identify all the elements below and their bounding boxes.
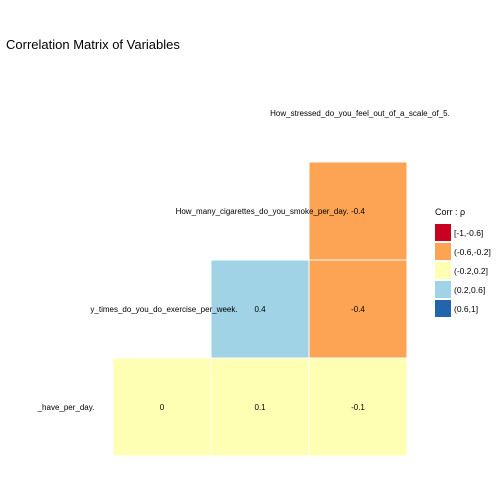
chart-title: Correlation Matrix of Variables xyxy=(6,37,180,52)
legend-item-label: [-1,-0.6] xyxy=(454,228,483,238)
variable-labels: _have_per_day. y_times_do_you_do_exercise… xyxy=(37,109,450,412)
legend-item-label: (-0.6,-0.2] xyxy=(454,247,491,257)
legend-item-label: (0.2,0.6] xyxy=(454,285,485,295)
heatmap-cell xyxy=(308,259,408,359)
legend-item-label: (0.6,1] xyxy=(454,304,478,314)
heatmap-cell xyxy=(308,357,408,457)
legend-swatch xyxy=(435,281,451,298)
variable-label: _have_per_day. xyxy=(37,403,95,412)
heatmap-cell xyxy=(308,161,408,261)
variable-label: y_times_do_you_do_exercise_per_week. xyxy=(90,305,237,314)
legend-title: Corr : ρ xyxy=(435,207,465,217)
legend-swatch xyxy=(435,262,451,279)
cell-value-label: 0 xyxy=(160,403,165,412)
legend: Corr : ρ [-1,-0.6] (-0.6,-0.2] (-0.2,0.2] (0… xyxy=(435,207,491,317)
variable-label: How_many_cigarettes_do_you_smoke_per_day… xyxy=(176,207,349,216)
heatmap-cell xyxy=(210,259,310,359)
legend-swatch xyxy=(435,243,451,260)
cell-value-label: -0.4 xyxy=(351,207,365,216)
legend-swatch xyxy=(435,224,451,241)
variable-label: How_stressed_do_you_feel_out_of_a_scale_… xyxy=(270,109,450,118)
cell-value-label: 0.4 xyxy=(254,305,266,314)
cell-value-label: -0.4 xyxy=(351,305,365,314)
legend-item-label: (-0.2,0.2] xyxy=(454,266,488,276)
legend-swatch xyxy=(435,300,451,317)
cell-value-label: -0.1 xyxy=(351,403,365,412)
cell-value-label: 0.1 xyxy=(254,403,266,412)
cells-layer: 0 0.1 -0.1 0.4 -0.4 -0.4 xyxy=(112,161,408,457)
